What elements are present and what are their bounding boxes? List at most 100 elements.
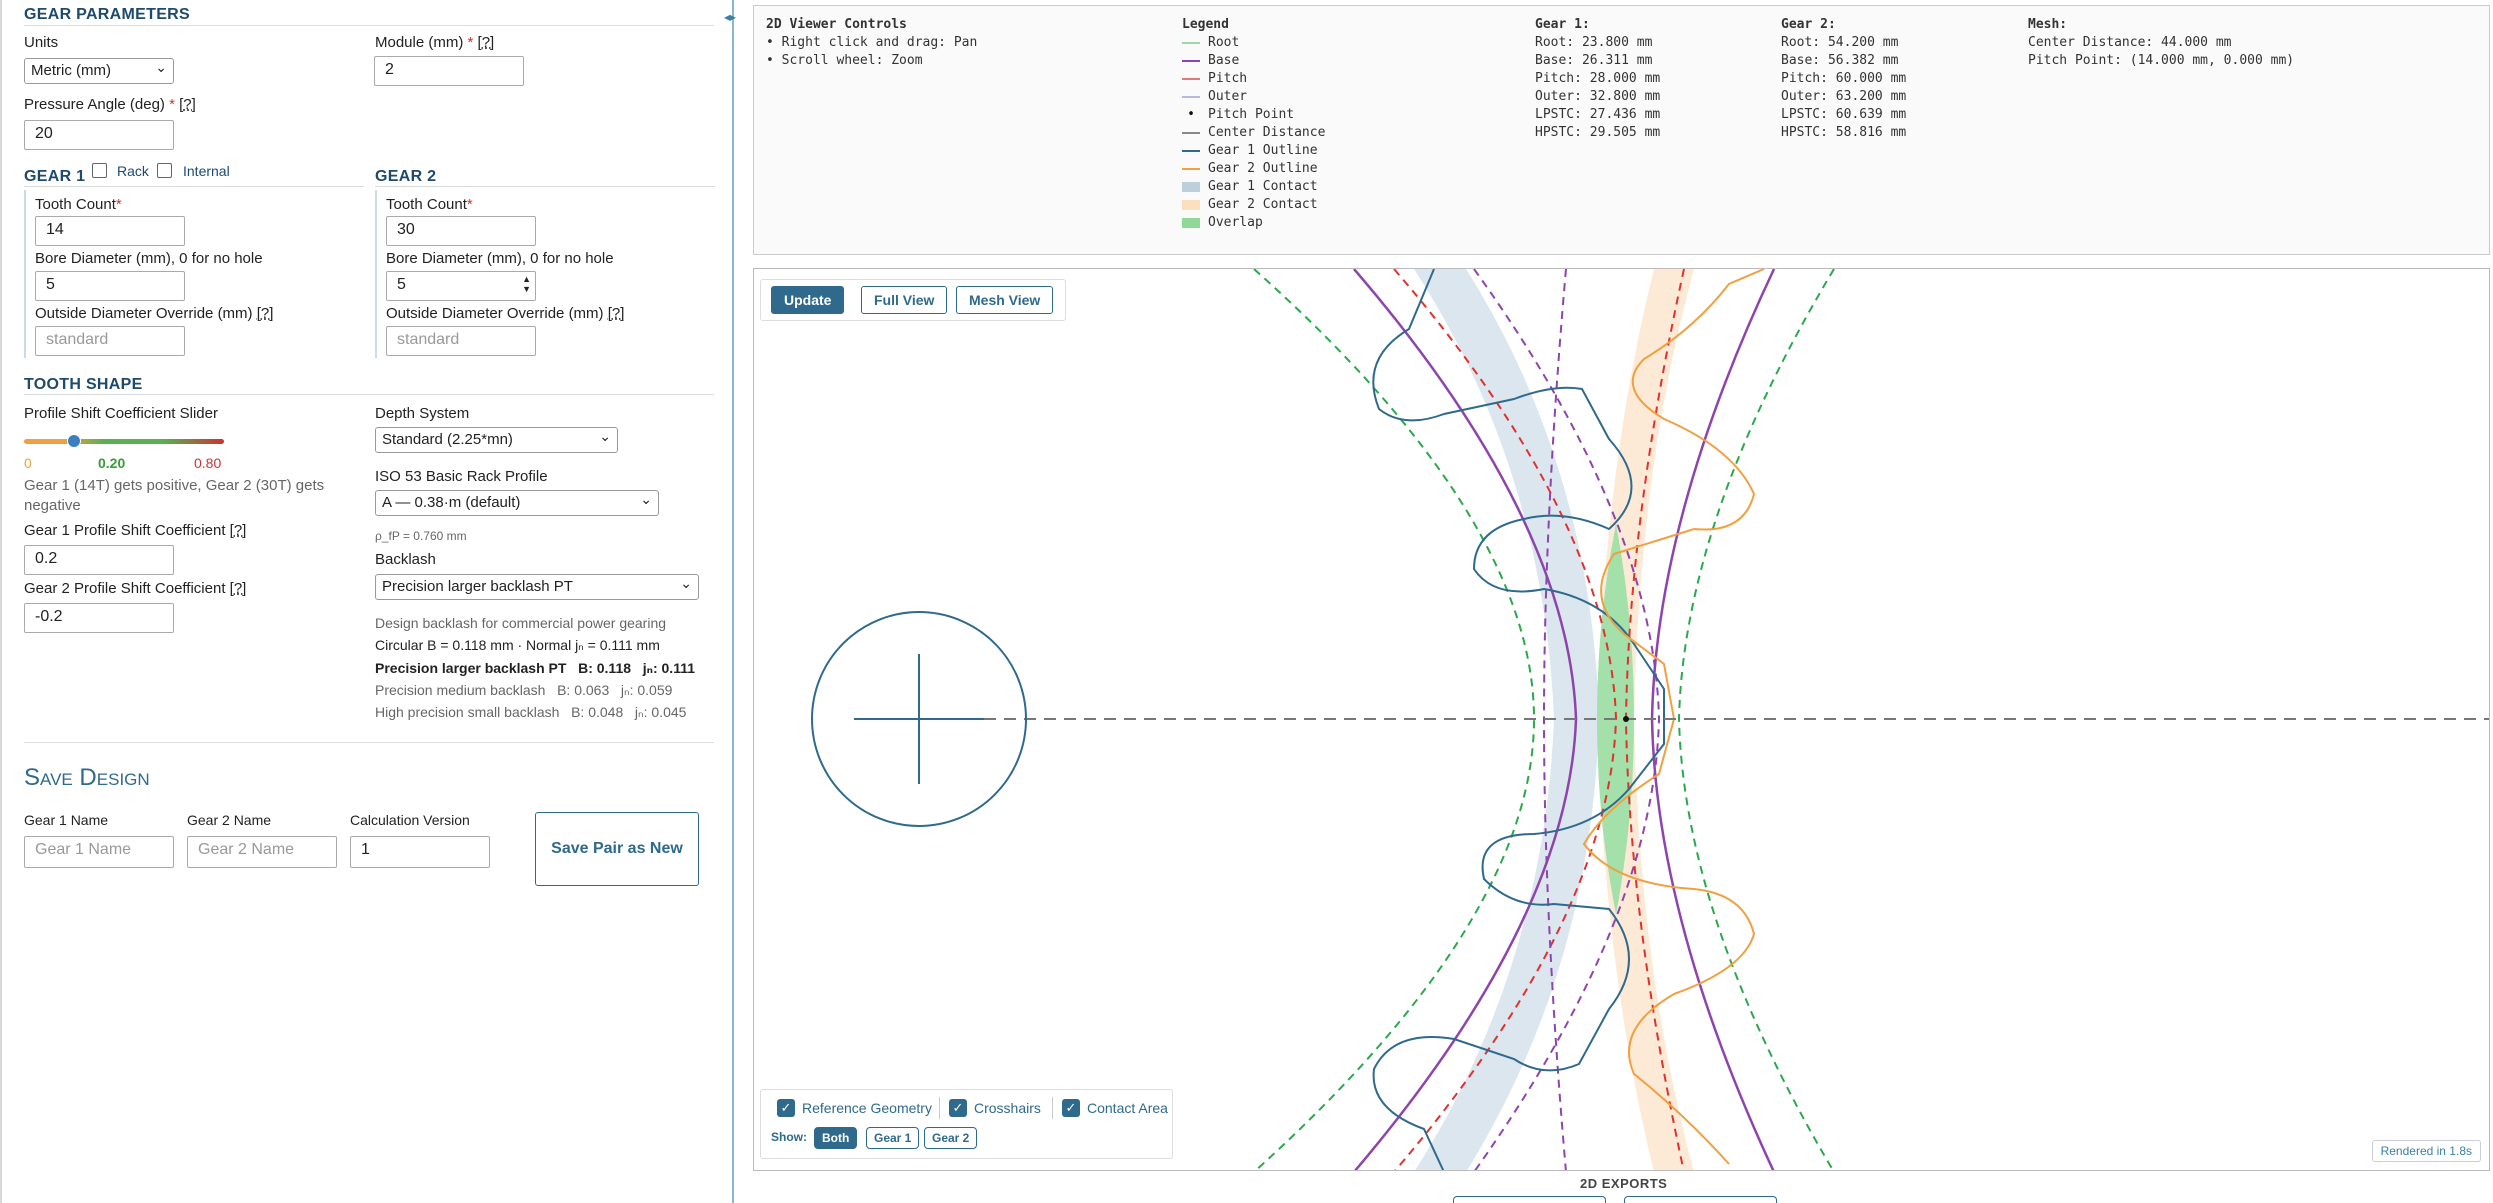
gear1-root-circle [1473,269,1661,1170]
save-pair-button[interactable]: Save Pair as New [535,812,699,886]
legend-swatch [1182,218,1200,228]
gear2-stats-column: Gear 2: Root: 54.200 mm Base: 56.382 mm … [1781,16,1906,142]
collapse-arrows-icon[interactable]: ◂▸ [724,10,737,24]
rho-note: ρ_fP = 0.760 mm [375,529,467,543]
rack-checkbox[interactable] [92,163,107,178]
legend-swatch [1182,132,1200,134]
g1-shift-input[interactable]: 0.2 [24,545,174,575]
divider [1052,1097,1053,1119]
backlash-label: Backlash [375,551,436,568]
internal-checkbox[interactable] [157,163,172,178]
slider-value: 0.20 [98,455,126,471]
legend-column: Legend Root Base Pitch Outer • Pitch Point Cen… [1182,16,1325,232]
gear2-bore-value: 5 [397,276,406,293]
legend-label: Overlap [1208,215,1263,230]
legend-label: Pitch [1208,71,1248,86]
g1-shift-help[interactable]: [?] [229,522,247,539]
gear1-outer-circle [1253,269,1536,1170]
internal-label: Internal [183,163,230,179]
gear1-tooth-input[interactable]: 14 [35,216,185,246]
legend-item: Pitch [1182,70,1325,88]
slider-label: Profile Shift Coefficient Slider [24,405,218,422]
backlash-row: High precision small backlash B: 0.048 j… [375,704,686,721]
g2-name-input[interactable]: Gear 2 Name [187,836,337,868]
rack-profile-value: A — 0.38·m (default) [382,494,521,511]
rack-label: Rack [117,163,149,179]
gear2-stat: Base: 56.382 mm [1781,53,1899,68]
required-mark: * [466,196,473,213]
units-label: Units [24,34,59,51]
show-gear2-button[interactable]: Gear 2 [924,1127,978,1149]
module-input[interactable]: 2 [374,56,524,86]
profile-shift-slider-handle[interactable] [67,434,81,448]
module-help[interactable]: [?] [477,34,495,51]
backlash-calc: Circular B = 0.118 mm · Normal jₙ = 0.11… [375,637,660,653]
g2-shift-input[interactable]: -0.2 [24,603,174,633]
rack-profile-select[interactable]: A — 0.38·m (default) [375,490,659,516]
backlash-select[interactable]: Precision larger backlash PT [375,574,699,600]
g1-shift-label-text: Gear 1 Profile Shift Coefficient [24,522,226,539]
gear1-stat: Outer: 32.800 mm [1535,89,1661,104]
reference-geometry-checkbox[interactable]: ✓ [777,1099,795,1117]
profile-shift-slider-track[interactable] [24,439,224,444]
divider [939,1097,940,1119]
depth-label: Depth System [375,405,470,422]
full-view-button[interactable]: Full View [861,286,948,314]
units-select[interactable]: Metric (mm) [24,58,174,84]
g2-shift-help[interactable]: [?] [229,580,247,597]
legend-label: Pitch Point [1208,107,1295,122]
depth-select[interactable]: Standard (2.25*mn) [375,427,618,453]
module-label: Module (mm) * [?] [375,34,494,51]
contact-area-label: Contact Area [1087,1100,1168,1116]
gear-viewer-canvas[interactable]: Update Full View Mesh View ✓ Reference G… [753,268,2490,1171]
gear1-od-help[interactable]: [?] [256,305,274,322]
legend-swatch [1182,78,1200,80]
gear2-bore-input[interactable]: 5 ▲ ▼ [386,271,536,301]
gear1-od-label: Outside Diameter Override (mm) [?] [35,305,273,322]
divider [24,742,714,743]
show-gear1-button[interactable]: Gear 1 [866,1127,920,1149]
legend-swatch [1182,150,1200,152]
legend-label: Outer [1208,89,1248,104]
g1-shift-label: Gear 1 Profile Shift Coefficient [?] [24,522,246,539]
legend-item: Center Distance [1182,124,1325,142]
gear2-contact-band [1597,269,1694,1170]
g1-name-input[interactable]: Gear 1 Name [24,836,174,868]
panel-splitter[interactable] [732,0,734,1203]
gear2-od-label-text: Outside Diameter Override (mm) [386,305,604,322]
mesh-view-button[interactable]: Mesh View [956,286,1054,314]
pressure-angle-input[interactable]: 20 [24,120,174,150]
show-both-button[interactable]: Both [814,1127,858,1149]
save-design-title: Save Design [24,764,150,791]
gear2-tooth-input[interactable]: 30 [386,216,536,246]
crosshairs-checkbox[interactable]: ✓ [949,1099,967,1117]
gear1-contact-band [1414,269,1599,1170]
gear1-tooth-label-text: Tooth Count [35,196,116,213]
export-button[interactable] [1624,1196,1777,1203]
gear1-stats-column: Gear 1: Root: 23.800 mm Base: 26.311 mm … [1535,16,1660,142]
backlash-row-b: B: 0.063 [557,682,610,698]
gear2-od-input[interactable]: standard [386,326,536,356]
legend-title: Legend [1182,17,1229,32]
gear2-od-label: Outside Diameter Override (mm) [?] [386,305,624,322]
calc-version-input[interactable]: 1 [350,836,490,868]
gear-drawing[interactable] [754,269,2490,1171]
gear2-group-bar [375,190,377,358]
gear2-stats-title: Gear 2: [1781,17,1836,32]
gear1-od-input[interactable]: standard [35,326,185,356]
contact-area-checkbox[interactable]: ✓ [1062,1099,1080,1117]
update-button[interactable]: Update [771,286,845,314]
gear1-bore-input[interactable]: 5 [35,271,185,301]
export-button[interactable] [1453,1196,1606,1203]
gear1-bore-label: Bore Diameter (mm), 0 for no hole [35,250,263,267]
g2-name-label: Gear 2 Name [187,812,272,828]
controls-item: • Right click and drag: Pan [766,35,978,50]
backlash-row-name: Precision medium backlash [375,682,546,698]
gear-bore-circle [811,611,1027,827]
spinner-icon[interactable]: ▲ ▼ [522,274,531,294]
pressure-help[interactable]: [?] [179,96,196,113]
legend-label: Root [1208,35,1240,50]
backlash-row-b: B: 0.048 [571,704,624,720]
gear2-od-help[interactable]: [?] [607,305,625,322]
gear-parameters-title: GEAR PARAMETERS [24,6,190,23]
